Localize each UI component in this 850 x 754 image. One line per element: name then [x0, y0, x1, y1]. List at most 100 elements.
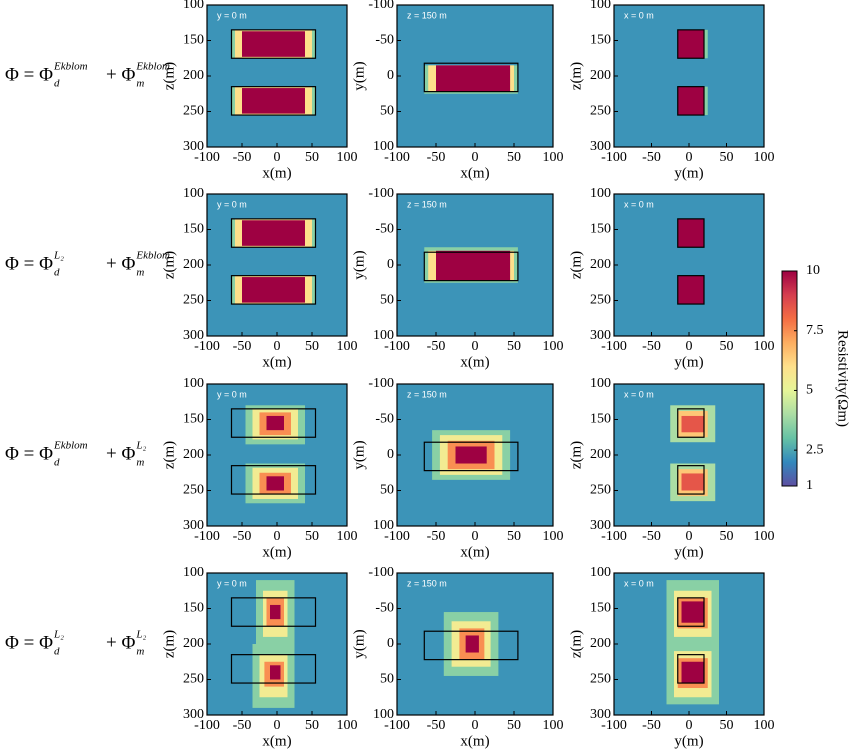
- x-tick-label: -50: [642, 718, 661, 733]
- y-axis-label: z(m): [568, 62, 584, 90]
- heatmap-cell: [465, 635, 479, 653]
- y-tick-label: 50: [380, 672, 394, 687]
- heatmap-background: [614, 5, 764, 147]
- x-tick-label: 0: [472, 339, 479, 354]
- x-axis-label: x(m): [262, 544, 291, 560]
- heatmap-cell: [677, 86, 704, 116]
- y-tick-label: 100: [590, 565, 611, 580]
- y-tick-label: -100: [368, 0, 394, 12]
- y-tick-label: 250: [590, 672, 611, 687]
- y-tick-label: 100: [590, 0, 611, 12]
- heatmap-cell: [677, 275, 704, 305]
- x-tick-label: 50: [720, 529, 734, 544]
- panel-annotation: x = 0 m: [624, 389, 654, 399]
- y-tick-label: 100: [183, 186, 204, 201]
- x-tick-label: -100: [384, 150, 410, 165]
- y-tick-label: 100: [183, 0, 204, 12]
- x-tick-label: -50: [233, 718, 252, 733]
- colorbar-tick-label: 7.5: [806, 323, 824, 338]
- x-tick-label: 0: [274, 718, 281, 733]
- x-axis-label: x(m): [262, 733, 291, 749]
- x-tick-label: 100: [754, 339, 775, 354]
- x-tick-label: -100: [601, 150, 627, 165]
- x-tick-label: 50: [720, 150, 734, 165]
- y-axis-label: y(m): [351, 61, 367, 90]
- y-tick-label: 50: [380, 483, 394, 498]
- colorbar: [781, 270, 798, 487]
- x-axis-label: x(m): [460, 165, 489, 181]
- formula-superscript: L₂: [53, 250, 64, 262]
- formula-superscript: L₂: [53, 629, 64, 641]
- y-tick-label: -50: [375, 412, 394, 427]
- model-box: [677, 218, 705, 248]
- x-tick-label: -100: [601, 529, 627, 544]
- model-box: [423, 630, 519, 661]
- y-axis-label: z(m): [568, 630, 584, 658]
- x-tick-label: 0: [686, 529, 693, 544]
- x-tick-label: 100: [543, 150, 564, 165]
- y-tick-label: -100: [368, 186, 394, 201]
- y-tick-label: -100: [368, 376, 394, 391]
- model-box: [230, 275, 317, 305]
- model-box: [677, 29, 705, 59]
- y-axis-label: z(m): [161, 441, 177, 469]
- x-tick-label: 0: [686, 339, 693, 354]
- y-tick-label: 100: [590, 186, 611, 201]
- y-tick-label: 150: [590, 33, 611, 48]
- y-tick-label: 200: [590, 447, 611, 462]
- heatmap-cell: [242, 220, 305, 246]
- y-tick-label: 0: [387, 447, 394, 462]
- heatmap-cell: [436, 65, 511, 92]
- y-tick-label: 150: [183, 222, 204, 237]
- x-axis-label: x(m): [460, 733, 489, 749]
- y-tick-label: 150: [590, 601, 611, 616]
- x-axis-label: y(m): [674, 354, 703, 370]
- y-tick-label: 300: [590, 518, 611, 533]
- y-tick-label: 150: [590, 412, 611, 427]
- x-tick-label: -50: [427, 529, 446, 544]
- model-box: [230, 654, 317, 684]
- heatmap-cell: [242, 31, 305, 57]
- x-tick-label: 100: [337, 529, 358, 544]
- panel-annotation: y = 0 m: [217, 389, 247, 399]
- x-tick-label: -100: [601, 718, 627, 733]
- formula-subscript: d: [54, 78, 60, 90]
- x-tick-label: -100: [194, 150, 220, 165]
- y-tick-label: 100: [373, 707, 394, 722]
- y-tick-label: 300: [183, 328, 204, 343]
- x-tick-label: 100: [754, 529, 775, 544]
- x-axis-label: x(m): [460, 354, 489, 370]
- x-tick-label: 0: [274, 529, 281, 544]
- formula-subscript: m: [136, 78, 144, 90]
- panel-annotation: y = 0 m: [217, 10, 247, 20]
- x-tick-label: -50: [427, 718, 446, 733]
- y-axis-label: y(m): [351, 440, 367, 469]
- heatmap-cell: [242, 88, 305, 114]
- x-tick-label: -50: [427, 150, 446, 165]
- formula-subscript: d: [54, 646, 60, 658]
- formula-main: Φ = Φ: [5, 443, 53, 464]
- heatmap-cell: [677, 218, 704, 248]
- y-tick-label: 100: [373, 328, 394, 343]
- x-tick-label: 100: [754, 150, 775, 165]
- x-axis-label: y(m): [674, 165, 703, 181]
- x-tick-label: 100: [337, 339, 358, 354]
- x-tick-label: 50: [305, 339, 319, 354]
- y-tick-label: 300: [183, 139, 204, 154]
- y-tick-label: 250: [183, 672, 204, 687]
- colorbar-title: Resistivity(Ωm): [835, 330, 850, 427]
- formula-subscript: m: [136, 646, 144, 658]
- y-tick-label: 250: [590, 293, 611, 308]
- x-tick-label: 0: [274, 339, 281, 354]
- y-tick-label: -50: [375, 222, 394, 237]
- formula-main: Φ = Φ: [5, 632, 53, 653]
- x-tick-label: -100: [384, 339, 410, 354]
- y-tick-label: -50: [375, 601, 394, 616]
- heatmap-background: [207, 5, 347, 147]
- y-tick-label: 300: [183, 707, 204, 722]
- y-tick-label: 250: [183, 293, 204, 308]
- x-tick-label: -50: [642, 150, 661, 165]
- heatmap-cell: [266, 415, 284, 431]
- y-tick-label: 100: [373, 139, 394, 154]
- x-tick-label: 50: [507, 150, 521, 165]
